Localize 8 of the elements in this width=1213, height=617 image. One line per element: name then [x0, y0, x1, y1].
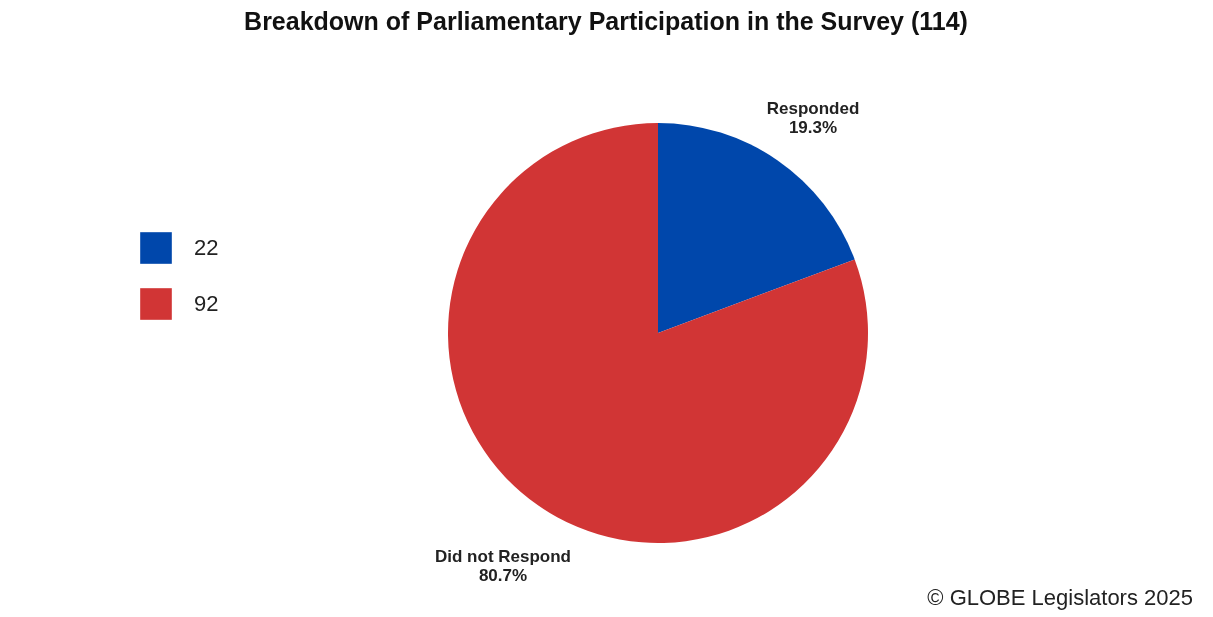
- data-label: Did not Respond 80.7%: [435, 546, 571, 585]
- text: © GLOBE Legislators 2025: [927, 585, 1193, 610]
- chart-title: Breakdown of Parliamentary Participation in the Survey (114): [244, 7, 968, 35]
- legend-label: 22: [194, 235, 219, 260]
- pie-slice: [658, 123, 855, 333]
- data-label: Responded 19.3%: [766, 99, 860, 138]
- pie-slice: [448, 123, 868, 543]
- legend-label: 92: [194, 291, 219, 316]
